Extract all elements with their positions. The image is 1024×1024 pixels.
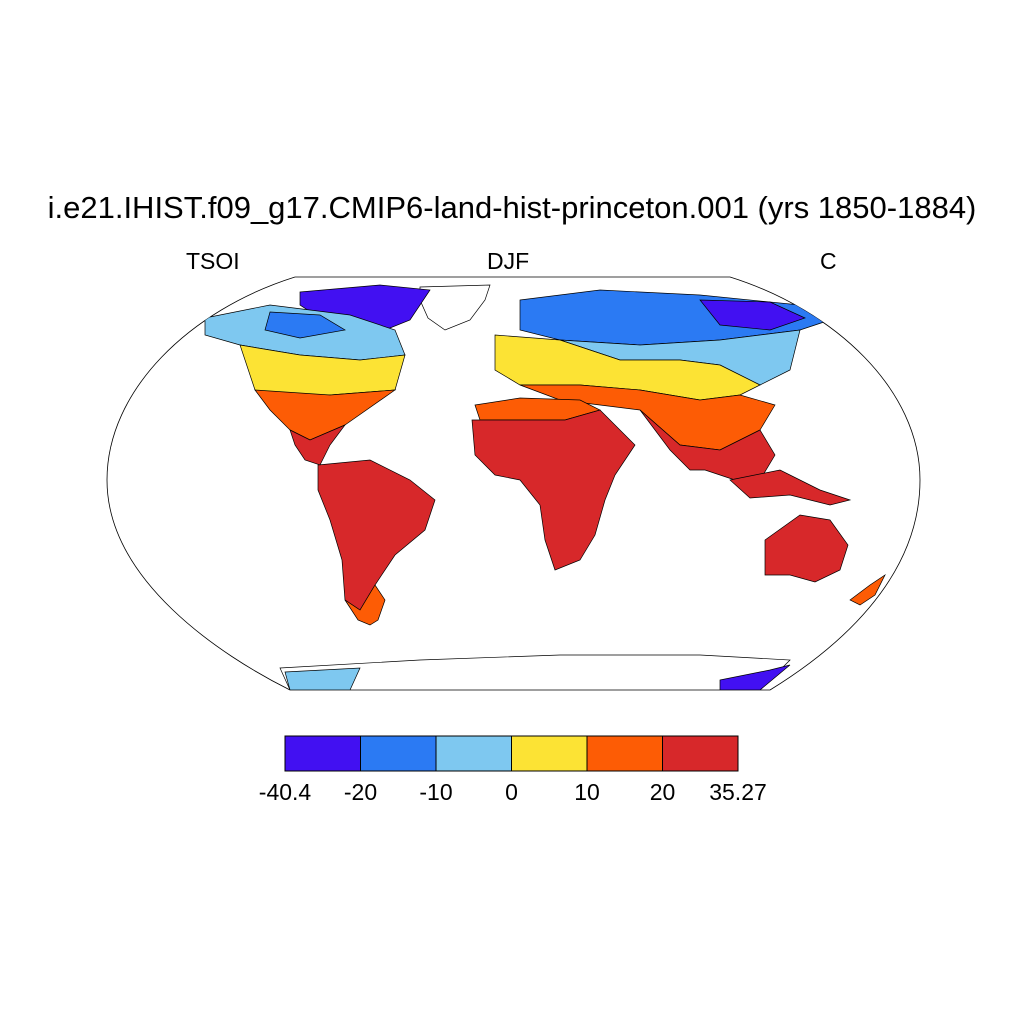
colorbar-label: -40.4 xyxy=(259,779,312,805)
indonesia xyxy=(729,469,852,506)
units-label: C xyxy=(820,248,837,274)
colorbar-box xyxy=(586,735,663,772)
new-zealand xyxy=(849,573,886,606)
colorbar-box xyxy=(511,735,588,772)
australia xyxy=(764,514,849,583)
antarctica xyxy=(279,654,791,690)
central-america xyxy=(289,424,347,466)
colorbar-box xyxy=(284,735,361,772)
siberia-cold xyxy=(699,299,806,331)
season-label: DJF xyxy=(487,248,530,274)
colorbar-box xyxy=(360,735,437,772)
colorbar-label: 35.27 xyxy=(709,779,767,805)
colorbar-box xyxy=(435,735,512,772)
colorbar-label: 20 xyxy=(650,779,676,805)
antarctica-peninsula-cold xyxy=(719,664,791,690)
plot-title: i.e21.IHIST.f09_g17.CMIP6-land-hist-prin… xyxy=(47,190,977,225)
antarctica-west xyxy=(284,667,361,690)
colorbar-label: -20 xyxy=(344,779,377,805)
variable-label: TSOI xyxy=(186,248,240,274)
colorbar-label: 10 xyxy=(574,779,600,805)
colorbar-label: 0 xyxy=(505,779,518,805)
colorbar-label: -10 xyxy=(419,779,452,805)
south-america-south xyxy=(344,584,386,626)
africa xyxy=(471,409,636,571)
colorbar-box xyxy=(662,735,739,772)
north-america-north-blue xyxy=(264,311,346,339)
